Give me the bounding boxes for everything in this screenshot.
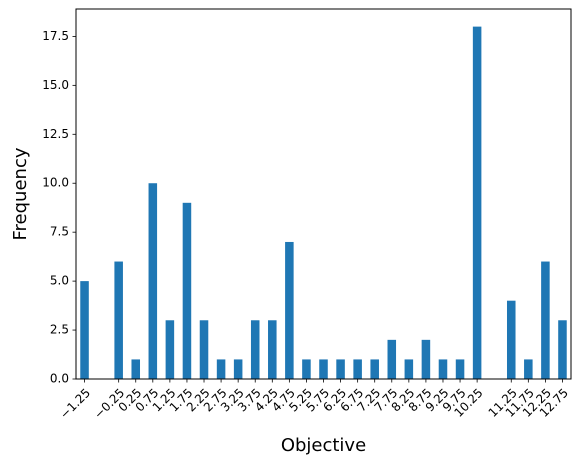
y-tick-label: 15.0 [42,78,69,92]
bar-12.75 [558,320,567,379]
x-axis-title: Objective [281,435,366,456]
bar-5.25 [302,359,311,379]
bar-7.75 [387,339,397,379]
bar-8.75 [421,339,431,379]
bar-6.25 [336,359,345,379]
x-tick-label: −1.25 [57,386,93,422]
bar-minus-1.25 [80,281,89,379]
bar-5.75 [319,359,328,379]
bar-3.25 [233,359,243,379]
bar-3.75 [250,320,260,379]
plot-frame [75,8,572,380]
bar-1.75 [182,202,192,379]
bar-11.25 [506,300,516,379]
bar-4.25 [268,320,277,379]
bar-6.75 [353,359,362,379]
bar-9.25 [438,359,448,379]
bar-8.25 [404,359,414,379]
bar-0.75 [148,183,158,379]
bar-0.25 [131,359,141,379]
y-tick-label: 7.5 [50,225,69,239]
y-axis-title: Frequency [10,147,31,240]
bar-9.75 [455,359,465,379]
bar-2.75 [216,359,226,379]
bar-11.75 [524,359,533,379]
bar-1.25 [165,320,175,379]
y-tick-label: 12.5 [42,127,69,141]
bar-12.25 [541,261,550,379]
bar-4.75 [285,241,294,379]
bars-group [80,26,567,379]
y-tick-label: 5.0 [50,274,69,288]
y-tick-label: 10.0 [42,176,69,190]
y-tick-label: 2.5 [50,323,69,337]
bar-7.25 [370,359,379,379]
bar-2.25 [199,320,209,379]
y-tick-label: 0.0 [50,372,69,386]
bar-minus-0.25 [114,261,123,379]
bar-10.25 [472,26,482,379]
y-axis-ticks: 0.0 2.5 5.0 7.5 10.0 12.5 15.0 17.5 [42,29,76,386]
y-tick-label: 17.5 [42,29,69,43]
x-axis-ticks: −1.25−0.250.250.751.251.752.252.753.253.… [57,379,571,422]
